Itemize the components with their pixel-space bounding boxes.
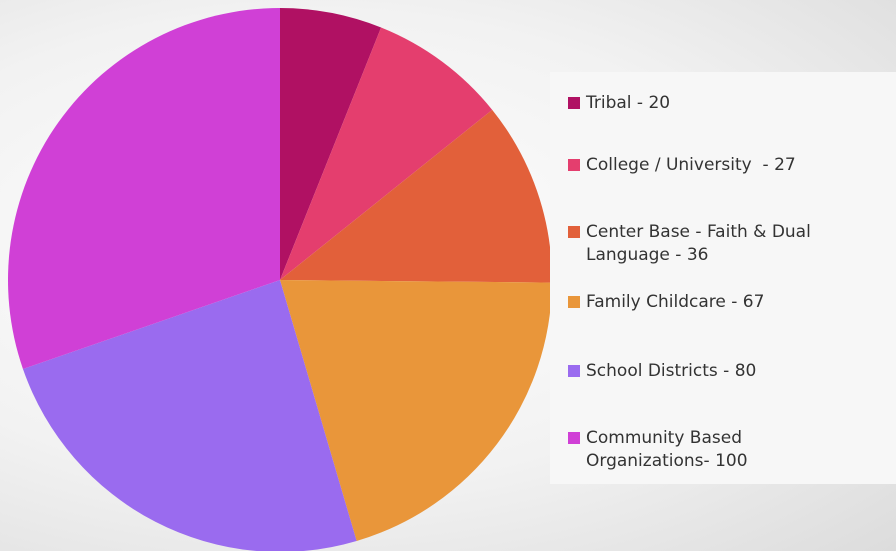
legend-swatch-community-based [568,432,580,444]
legend-label-community-based: Community Based Organizations- 100 [586,428,748,471]
legend-swatch-college-university [568,159,580,171]
pie-slice-community-based [8,8,281,369]
pie-slice-school-districts [22,280,357,551]
legend-label-center-base: Center Base - Faith & Dual Language - 36 [586,222,817,265]
legend-panel [550,72,896,484]
legend-item-tribal: Tribal - 20 [568,92,896,115]
legend-item-college-university: College / University - 27 [568,154,896,177]
legend-swatch-family-childcare [568,296,580,308]
pie-slice-college-university [280,27,493,281]
pie-slice-center-base [280,109,553,283]
pie-slice-tribal [280,8,382,280]
legend-label-family-childcare: Family Childcare - 67 [586,292,765,312]
pie-chart [8,8,553,551]
legend-item-school-districts: School Districts - 80 [568,360,896,383]
legend-item-center-base: Center Base - Faith & Dual Language - 36 [568,221,896,267]
legend-label-school-districts: School Districts - 80 [586,361,757,381]
legend-swatch-school-districts [568,365,580,377]
legend-item-family-childcare: Family Childcare - 67 [568,291,896,314]
pie-slice-family-childcare [280,280,552,541]
legend-label-college-university: College / University - 27 [586,155,796,175]
legend-label-tribal: Tribal - 20 [586,93,671,113]
legend-item-community-based: Community Based Organizations- 100 [568,427,896,473]
legend-swatch-center-base [568,226,580,238]
legend-swatch-tribal [568,97,580,109]
